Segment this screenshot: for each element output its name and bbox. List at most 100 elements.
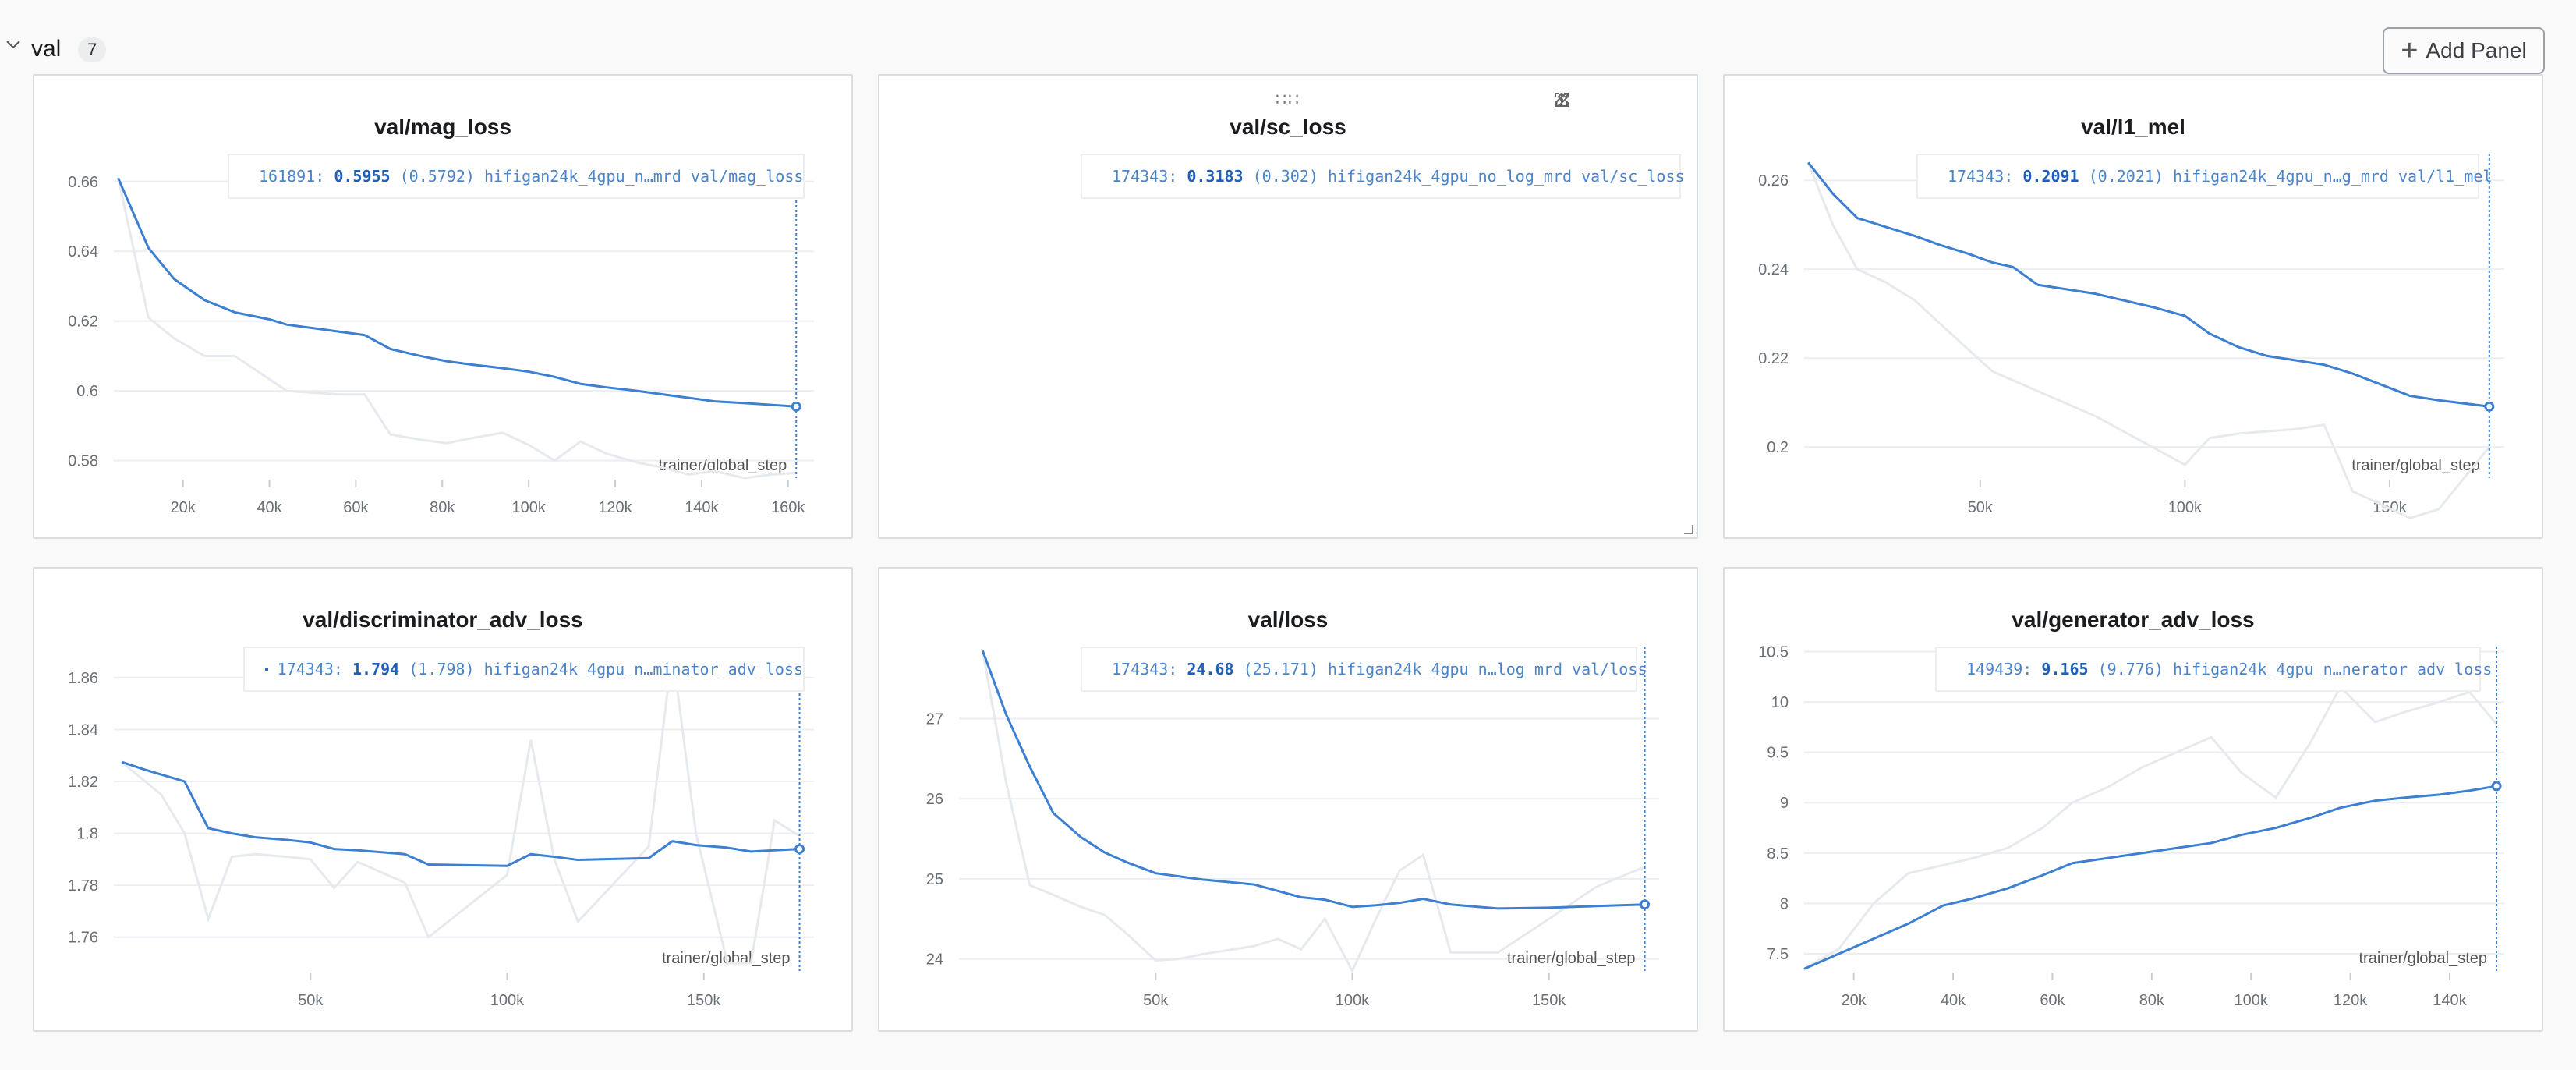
chart-panel-loss[interactable]: val/loss 24 25 26 27 50k 100k 150k trainer/glob… — [878, 567, 1698, 1032]
y-tick-label: 0.22 — [1758, 350, 1789, 367]
series-line-raw — [1806, 161, 2490, 519]
y-tick-label: 9 — [1780, 795, 1789, 812]
chart-title: val/generator_adv_loss — [2012, 608, 2255, 632]
y-tick-label: 25 — [926, 871, 943, 888]
x-tick-label: 100k — [511, 499, 546, 516]
x-tick-label: 20k — [171, 499, 196, 516]
legend-smoothed: (25.171) — [1243, 660, 1318, 678]
x-tick-label: 140k — [685, 499, 719, 516]
legend-step: 174343 — [1948, 167, 2005, 186]
legend-series-name: hifigan24k_4gpu_no_log_mrd val/sc_loss — [1327, 167, 1685, 186]
legend-value: 0.5955 — [334, 167, 391, 186]
legend-smoothed: (0.2021) — [2088, 167, 2164, 186]
chart-legend: 149439: 9.165 (9.776) hifigan24k_4gpu_n…… — [1935, 647, 2492, 692]
edit-pencil-icon[interactable] — [1555, 91, 1611, 113]
x-tick-label: 120k — [598, 499, 632, 516]
y-tick-label: 0.62 — [68, 314, 98, 331]
legend-value: 0.2091 — [2022, 167, 2079, 186]
series-line-raw — [1803, 685, 2498, 970]
x-tick-label: 40k — [257, 499, 282, 516]
chart-title: val/loss — [1247, 608, 1329, 632]
fullscreen-icon[interactable] — [1555, 91, 1647, 113]
x-tick-label: 60k — [2040, 992, 2065, 1009]
panel-toolbar: 00.10.20.30.450k100k150ktrainer/global_s… — [1553, 91, 1683, 113]
y-tick-label: 8.5 — [1767, 845, 1789, 863]
series-line-main — [1803, 785, 2497, 970]
series-line-main — [981, 650, 1645, 910]
legend-series-name: hifigan24k_4gpu_n…nerator_adv_loss — [2172, 660, 2493, 678]
y-tick-label: 10.5 — [1758, 643, 1789, 661]
x-tick-label: 160k — [771, 499, 805, 516]
y-tick-label: 26 — [926, 791, 943, 808]
y-tick-label: 0.24 — [1758, 261, 1789, 278]
x-tick-label: 50k — [1968, 499, 1994, 516]
chart-title: val/l1_mel — [2081, 115, 2185, 139]
x-axis-label: trainer/global_step — [659, 457, 787, 474]
series-line-main — [121, 760, 800, 867]
hover-point — [2491, 781, 2502, 792]
chart-title: val/discriminator_adv_loss — [303, 608, 583, 632]
legend-value: 1.794 — [352, 660, 400, 678]
add-panel-label: Add Panel — [2426, 38, 2527, 62]
plus-icon: + — [2401, 34, 2419, 67]
drag-handle-icon[interactable]: ∷∷ — [1276, 90, 1300, 109]
chart-title: val/mag_loss — [374, 115, 511, 139]
resize-handle[interactable] — [1684, 525, 1693, 534]
legend-series-name: hifigan24k_4gpu_n…mrd val/mag_loss — [484, 167, 804, 186]
chart-legend: 161891: 0.5955 (0.5792) hifigan24k_4gpu_… — [228, 154, 805, 199]
chart-title: val/sc_loss — [1230, 115, 1346, 139]
x-tick-label: 140k — [2433, 992, 2467, 1009]
legend-smoothed: (9.776) — [2097, 660, 2164, 678]
series-line-raw — [121, 651, 801, 965]
chart-plot: 0.58 0.6 0.62 0.64 0.66 20k 40k 60k 80k 100k 120k 1… — [68, 154, 814, 516]
y-tick-label: 0.2 — [1767, 439, 1789, 456]
x-tick-label: 100k — [2235, 992, 2269, 1009]
section-title[interactable]: val — [31, 36, 62, 62]
legend-step: 174343 — [277, 660, 334, 678]
legend-smoothed: (0.5792) — [399, 167, 475, 186]
legend-value: 24.68 — [1187, 660, 1234, 678]
chart-panel-generator-adv-loss[interactable]: val/generator_adv_loss 7.5 8 8.5 9 9.5 10 10.5… — [1723, 567, 2543, 1032]
y-tick-label: 1.76 — [68, 930, 98, 947]
chart-legend: 174343: 1.794 (1.798) hifigan24k_4gpu_n…… — [243, 647, 805, 692]
series-line-raw — [117, 177, 797, 480]
y-tick-label: 0.58 — [68, 453, 98, 470]
y-tick-label: 1.86 — [68, 670, 98, 687]
x-tick-label: 100k — [490, 992, 525, 1009]
chart-panel-l1-mel[interactable]: val/l1_mel 0.2 0.22 0.24 0.26 50k 100k 150k tra… — [1723, 74, 2543, 539]
chart-panel-discriminator-adv-loss[interactable]: val/discriminator_adv_loss 1.76 1.78 1.8 1.… — [33, 567, 853, 1032]
chart-panel-mag-loss[interactable]: val/mag_loss 0.58 0.6 0.62 0.64 0.66 20k 40k 60… — [33, 74, 853, 539]
chart-legend: 174343: 24.68 (25.171) hifigan24k_4gpu_n… — [1081, 647, 1647, 692]
x-tick-label: 150k — [1532, 992, 1566, 1009]
legend-swatch — [265, 668, 268, 671]
section-count-badge: 7 — [78, 37, 107, 62]
x-axis-label: trainer/global_step — [2358, 950, 2487, 967]
y-tick-label: 24 — [926, 951, 943, 969]
legend-series-name: hifigan24k_4gpu_n…log_mrd val/loss — [1327, 660, 1647, 678]
y-tick-label: 0.64 — [68, 243, 98, 260]
legend-value: 0.3183 — [1187, 167, 1244, 186]
y-tick-label: 9.5 — [1767, 745, 1789, 762]
y-tick-label: 0.26 — [1758, 172, 1789, 190]
x-tick-label: 100k — [2168, 499, 2203, 516]
y-tick-label: 0.66 — [68, 174, 98, 191]
x-tick-label: 50k — [1143, 992, 1169, 1009]
y-tick-label: 1.84 — [68, 721, 98, 739]
hover-point — [791, 401, 801, 412]
hover-point — [2484, 401, 2495, 412]
y-tick-label: 8 — [1780, 895, 1789, 912]
series-line-raw — [981, 650, 1646, 974]
x-tick-label: 80k — [2139, 992, 2165, 1009]
chart-plot — [879, 76, 1700, 540]
legend-series-name: hifigan24k_4gpu_n…g_mrd val/l1_mel — [2173, 167, 2493, 186]
more-options-icon[interactable] — [1560, 91, 1683, 113]
legend-series-name: hifigan24k_4gpu_n…minator_adv_loss — [483, 660, 803, 678]
chevron-down-icon[interactable] — [5, 36, 22, 53]
chart-panel-sc-loss[interactable]: ∷∷ 00.10.20.30.450k100k150ktrainer/globa… — [878, 74, 1698, 539]
chart-plot: 24 25 26 27 50k 100k 150k trainer/global_step — [926, 647, 1659, 1009]
hover-point — [794, 844, 805, 855]
add-panel-button[interactable]: + Add Panel — [2383, 27, 2545, 74]
y-tick-label: 7.5 — [1767, 946, 1789, 963]
legend-smoothed: (1.798) — [409, 660, 475, 678]
